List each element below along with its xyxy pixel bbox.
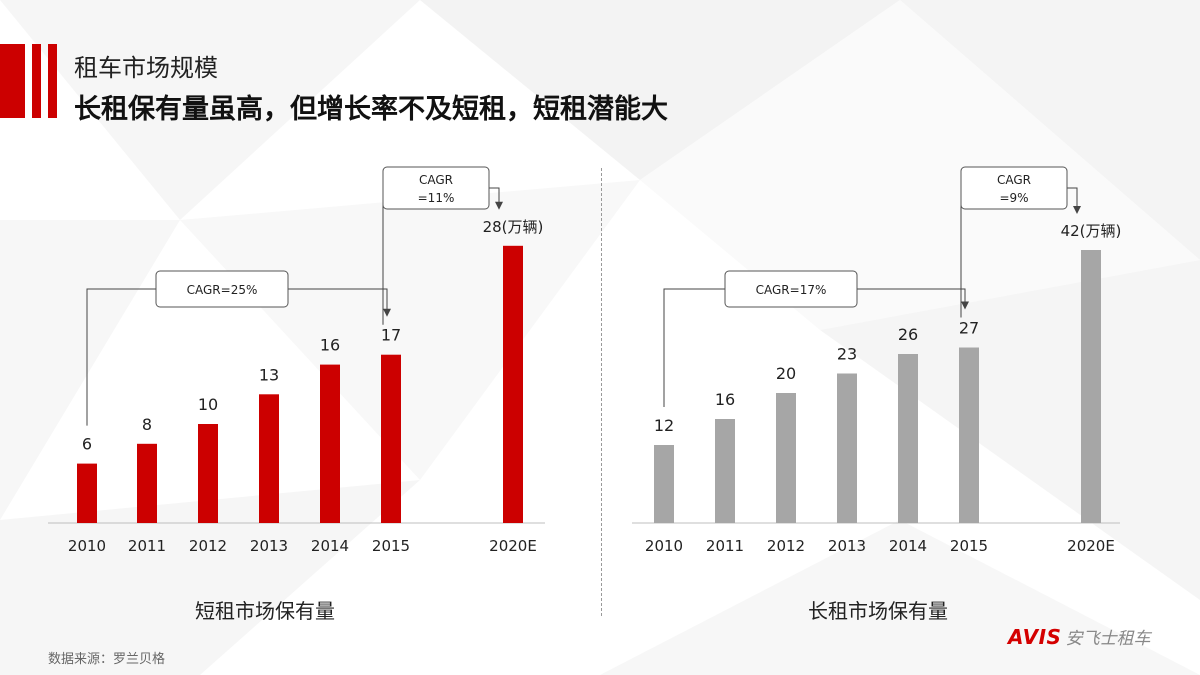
cagr-box-label: =11% (418, 191, 455, 205)
data-label-2013: 23 (837, 345, 857, 364)
tick-label-2011: 2011 (128, 537, 166, 555)
tick-label-2020E: 2020E (489, 537, 537, 555)
avis-logo: AVIS 安飞士租车 (1008, 624, 1150, 649)
tick-label-2020E: 2020E (1067, 537, 1115, 555)
bar-2010 (654, 445, 674, 523)
data-label-2014: 16 (320, 336, 340, 355)
bar-2020E (503, 245, 523, 524)
short-term-rental-chart: 6 2010 8 2011 10 2012 13 2013 16 2014 17 2015 28(万辆)… (48, 166, 545, 555)
chart-divider (601, 168, 602, 616)
tick-label-2015: 2015 (950, 537, 988, 555)
tick-label-2015: 2015 (372, 537, 410, 555)
long-term-chart-title: 长租市场保有量 (808, 599, 948, 623)
bar-2012 (198, 424, 218, 523)
data-label-2013: 13 (259, 365, 279, 384)
data-label-2015: 27 (959, 319, 979, 338)
short-term-chart-title: 短租市场保有量 (195, 599, 335, 623)
data-label-2011: 16 (715, 390, 735, 409)
data-label-2020E: 42(万辆) (1061, 222, 1122, 240)
cagr-box (155, 270, 289, 308)
tick-label-2012: 2012 (767, 537, 805, 555)
cagr-bracket-arrow (495, 201, 503, 210)
cagr-box (960, 166, 1068, 210)
bar-2011 (137, 443, 157, 523)
cagr-box-label: CAGR=17% (756, 283, 827, 297)
bar-2015 (959, 347, 979, 523)
bar-2014 (320, 364, 340, 523)
logo-text: 安飞士租车 (1065, 629, 1151, 649)
page-title: 长租保有量虽高，但增长率不及短租，短租潜能大 (74, 94, 668, 125)
tick-label-2011: 2011 (706, 537, 744, 555)
cagr-box (724, 270, 858, 308)
tick-label-2013: 2013 (250, 537, 288, 555)
bar-2020E (1081, 250, 1101, 523)
cagr-box-label: CAGR (419, 173, 453, 187)
cagr-bracket-line (86, 288, 388, 426)
bar-2013 (837, 373, 857, 523)
bar-2013 (259, 394, 279, 523)
source-note: 数据来源：罗兰贝格 (48, 652, 166, 667)
logo-mark: AVIS (1008, 625, 1062, 649)
tick-label-2014: 2014 (311, 537, 349, 555)
tick-label-2014: 2014 (889, 537, 927, 555)
data-label-2014: 26 (898, 325, 918, 344)
cagr-bracket-arrow (961, 301, 969, 310)
cagr-box-label: CAGR (997, 173, 1031, 187)
page-subtitle: 租车市场规模 (74, 54, 218, 82)
bar-2011 (715, 419, 735, 523)
data-label-2010: 6 (82, 435, 92, 454)
tick-label-2013: 2013 (828, 537, 866, 555)
data-label-2012: 10 (198, 395, 218, 414)
data-label-2011: 8 (142, 415, 152, 434)
data-label-2020E: 28(万辆) (483, 218, 544, 236)
long-term-rental-chart: 12 2010 16 2011 20 2012 23 2013 26 2014 27 2015 42(万… (632, 166, 1122, 555)
cagr-box-label: =9% (999, 191, 1028, 205)
tick-label-2010: 2010 (68, 537, 106, 555)
cagr-box-label: CAGR=25% (187, 283, 258, 297)
cagr-bracket-arrow (383, 308, 391, 317)
cagr-bracket-arrow (1073, 206, 1081, 214)
cagr-box (382, 166, 490, 210)
data-label-2015: 17 (381, 326, 401, 345)
bar-2010 (77, 463, 97, 523)
bar-2015 (381, 354, 401, 523)
data-label-2010: 12 (654, 416, 674, 435)
tick-label-2010: 2010 (645, 537, 683, 555)
tick-label-2012: 2012 (189, 537, 227, 555)
bar-2014 (898, 354, 918, 523)
bar-2012 (776, 393, 796, 523)
data-label-2012: 20 (776, 364, 796, 383)
